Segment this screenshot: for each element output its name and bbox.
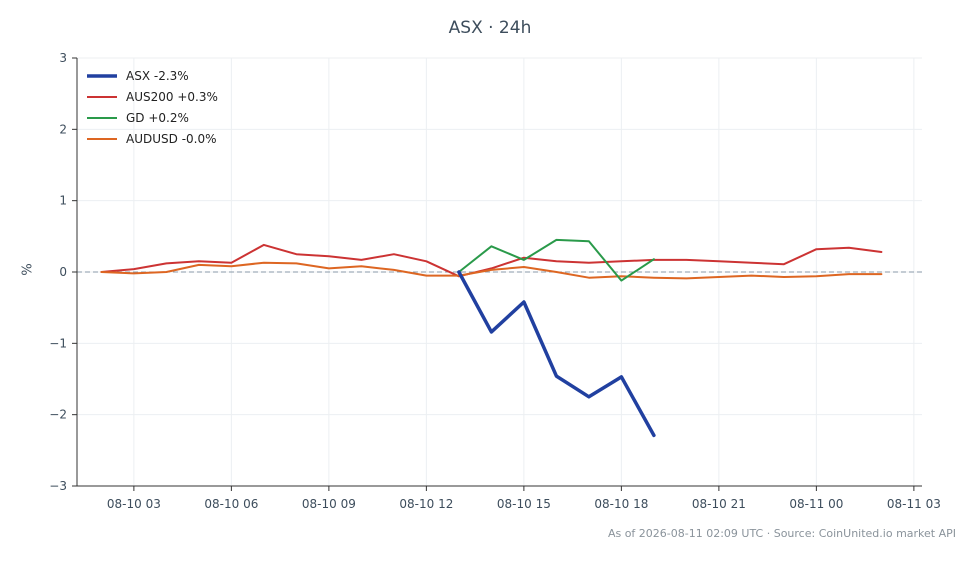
x-tick-label: 08-11 00 <box>789 497 843 511</box>
series-line-asx <box>457 270 656 438</box>
y-tick-label: −2 <box>49 408 67 422</box>
y-tick-label: 2 <box>59 122 67 136</box>
legend-label: AUS200 +0.3% <box>126 90 218 104</box>
y-tick-label: −3 <box>49 479 67 493</box>
x-tick-label: 08-10 03 <box>107 497 161 511</box>
series-line-aus200 <box>100 243 883 278</box>
x-tick-label: 08-10 09 <box>302 497 356 511</box>
y-tick-label: 3 <box>59 51 67 65</box>
y-tick-label: −1 <box>49 336 67 350</box>
y-tick-label: 1 <box>59 194 67 208</box>
legend-label: ASX -2.3% <box>126 69 189 83</box>
legend-label: AUDUSD -0.0% <box>126 132 217 146</box>
x-tick-label: 08-10 15 <box>497 497 551 511</box>
legend: ASX -2.3% AUS200 +0.3% GD +0.2% AUDUSD -0.0… <box>87 69 218 146</box>
x-tick-label: 08-10 18 <box>594 497 648 511</box>
x-tick-label: 08-10 12 <box>399 497 453 511</box>
legend-label: GD +0.2% <box>126 111 189 125</box>
chart-title: ASX · 24h <box>448 18 532 38</box>
x-tick-label: 08-10 21 <box>692 497 746 511</box>
series-line-audusd <box>100 261 883 280</box>
series-line-gd <box>457 238 655 282</box>
chart-footer: As of 2026-08-11 02:09 UTC · Source: Coi… <box>607 527 956 540</box>
y-tick-label: 0 <box>59 265 67 279</box>
x-tick-label: 08-11 03 <box>887 497 941 511</box>
x-tick-label: 08-10 06 <box>204 497 258 511</box>
